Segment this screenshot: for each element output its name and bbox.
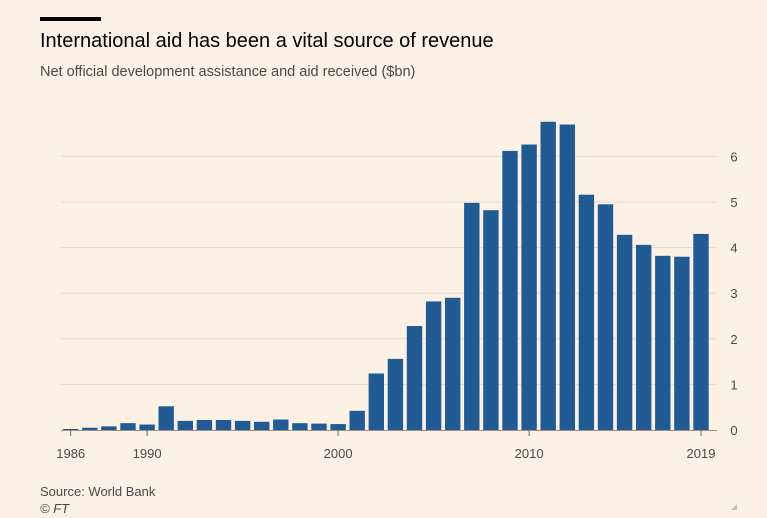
y-tick-label: 0 xyxy=(730,423,737,438)
bar-2002 xyxy=(368,373,384,430)
bar-1986 xyxy=(63,429,79,430)
y-tick-label: 3 xyxy=(730,286,737,301)
bar-1988 xyxy=(101,426,117,430)
x-tick-label: 1986 xyxy=(56,446,85,461)
bar-1996 xyxy=(254,421,270,430)
bar-1995 xyxy=(234,420,251,430)
x-tick-label: 2019 xyxy=(687,446,716,461)
x-tick-label: 1990 xyxy=(133,446,162,461)
bar-1989 xyxy=(120,423,136,430)
bar-2004 xyxy=(406,326,423,430)
x-tick-labels: 1986 1990 2000 2010 2019 xyxy=(56,446,715,461)
bar-1990 xyxy=(139,424,155,430)
y-tick-label: 4 xyxy=(730,241,737,256)
bar-2005 xyxy=(425,301,442,430)
x-tick-label: 2000 xyxy=(324,446,353,461)
y-tick-label: 1 xyxy=(730,377,737,392)
axes xyxy=(61,430,717,436)
y-tick-label: 5 xyxy=(730,195,737,210)
header-rule xyxy=(40,17,101,21)
bar-2016 xyxy=(636,244,652,430)
bar-2012 xyxy=(559,124,575,430)
bar-2013 xyxy=(578,194,595,430)
bar-2015 xyxy=(616,234,633,430)
chart-subtitle: Net official development assistance and … xyxy=(40,64,416,80)
bar-1991 xyxy=(158,406,174,430)
bar-1993 xyxy=(196,419,213,430)
bar-1998 xyxy=(292,423,308,430)
credit-note: © FT xyxy=(40,501,70,516)
bar-2019 xyxy=(693,233,709,430)
bar-2007 xyxy=(464,202,480,430)
chart-title: International aid has been a vital sourc… xyxy=(40,30,494,52)
bar-2006 xyxy=(445,297,461,430)
bar-1994 xyxy=(215,419,232,430)
bar-2008 xyxy=(483,210,499,430)
bar-2014 xyxy=(597,204,614,430)
bar-1999 xyxy=(311,423,327,430)
bar-2001 xyxy=(349,410,365,430)
y-tick-label: 2 xyxy=(730,332,737,347)
bar-2009 xyxy=(502,150,518,431)
bar-2010 xyxy=(521,144,537,430)
bar-1997 xyxy=(273,419,289,430)
bar-2018 xyxy=(674,256,690,430)
y-tick-labels: 0 1 2 3 4 5 6 xyxy=(730,149,737,438)
x-tick-label: 2010 xyxy=(515,446,544,461)
bar-2000 xyxy=(330,424,346,430)
bar-2017 xyxy=(655,255,671,430)
y-tick-label: 6 xyxy=(730,149,737,164)
bar-1992 xyxy=(177,420,193,430)
resize-corner-icon xyxy=(731,504,737,510)
bar-1987 xyxy=(82,427,98,430)
bar-2011 xyxy=(540,121,556,430)
bars xyxy=(63,121,709,431)
source-note: Source: World Bank xyxy=(40,484,156,499)
bar-2003 xyxy=(387,358,404,430)
